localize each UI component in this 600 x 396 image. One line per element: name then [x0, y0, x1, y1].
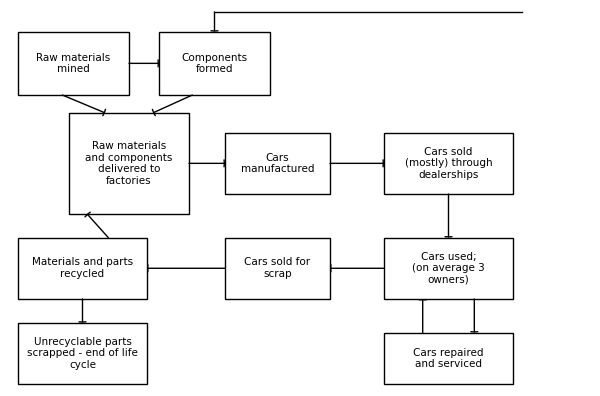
Text: Components
formed: Components formed — [181, 53, 248, 74]
Text: Cars repaired
and serviced: Cars repaired and serviced — [413, 348, 484, 369]
FancyBboxPatch shape — [18, 238, 147, 299]
FancyBboxPatch shape — [225, 133, 330, 194]
Text: Cars
manufactured: Cars manufactured — [241, 152, 314, 174]
Text: Raw materials
and components
delivered to
factories: Raw materials and components delivered t… — [85, 141, 173, 186]
FancyBboxPatch shape — [384, 133, 513, 194]
Text: Cars sold
(mostly) through
dealerships: Cars sold (mostly) through dealerships — [404, 147, 493, 180]
Text: Cars sold for
scrap: Cars sold for scrap — [244, 257, 311, 279]
FancyBboxPatch shape — [18, 323, 147, 384]
FancyBboxPatch shape — [384, 238, 513, 299]
Text: Materials and parts
recycled: Materials and parts recycled — [32, 257, 133, 279]
Text: Raw materials
mined: Raw materials mined — [37, 53, 110, 74]
Text: Unrecyclable parts
scrapped - end of life
cycle: Unrecyclable parts scrapped - end of lif… — [27, 337, 138, 370]
FancyBboxPatch shape — [18, 32, 129, 95]
FancyBboxPatch shape — [69, 113, 189, 214]
FancyBboxPatch shape — [159, 32, 270, 95]
FancyBboxPatch shape — [225, 238, 330, 299]
FancyBboxPatch shape — [384, 333, 513, 384]
Text: Cars used;
(on average 3
owners): Cars used; (on average 3 owners) — [412, 252, 485, 285]
